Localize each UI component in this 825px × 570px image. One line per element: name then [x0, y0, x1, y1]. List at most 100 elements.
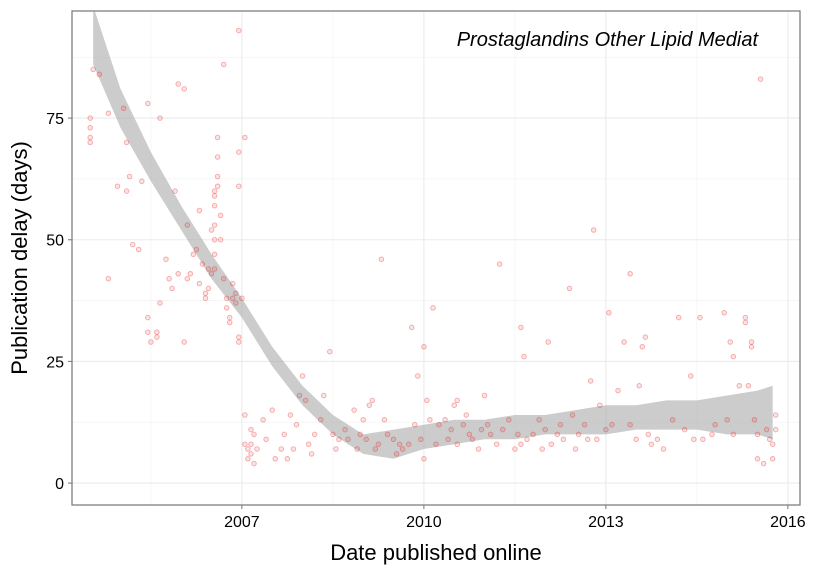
data-point: [536, 417, 542, 423]
data-point: [730, 353, 737, 360]
data-point: [609, 421, 615, 428]
data-point: [633, 436, 639, 443]
data-point: [211, 266, 218, 272]
data-point: [211, 202, 218, 209]
data-point: [742, 314, 749, 321]
y-tick-label: 50: [46, 233, 64, 250]
data-point: [305, 441, 312, 447]
data-point: [430, 305, 436, 311]
data-point: [245, 456, 251, 462]
data-point: [499, 426, 506, 433]
y-tick-label: 25: [46, 354, 64, 371]
data-point: [484, 421, 491, 428]
data-point: [154, 334, 160, 340]
data-points-layer: [87, 27, 779, 467]
data-point: [172, 188, 178, 194]
data-point: [557, 421, 564, 428]
data-point: [184, 275, 191, 282]
data-point: [114, 183, 121, 189]
data-point: [145, 314, 151, 321]
data-point: [199, 261, 206, 267]
data-point: [105, 110, 112, 116]
data-point: [769, 456, 776, 462]
data-point: [381, 417, 388, 423]
data-point: [636, 383, 642, 389]
data-point: [139, 178, 145, 185]
y-axis-ticks: 0 25 50 75: [46, 111, 72, 493]
data-point: [311, 431, 318, 438]
data-point: [754, 431, 761, 438]
data-point: [590, 227, 597, 233]
data-point: [730, 431, 737, 438]
smooth-confidence-band: [93, 11, 773, 459]
data-point: [515, 431, 521, 438]
data-point: [745, 383, 752, 389]
data-point: [463, 412, 470, 418]
data-point: [369, 397, 376, 404]
data-point: [360, 417, 366, 423]
data-point: [481, 392, 488, 399]
data-point: [412, 421, 418, 428]
data-point: [90, 66, 96, 73]
data-point: [148, 339, 154, 345]
data-point: [211, 251, 218, 258]
data-point: [748, 344, 755, 350]
data-point: [384, 431, 391, 438]
data-point: [581, 421, 588, 428]
data-point: [87, 134, 93, 141]
data-point: [390, 436, 397, 443]
data-point: [496, 261, 503, 267]
data-point: [321, 392, 327, 399]
data-point: [236, 334, 242, 340]
data-point: [248, 441, 254, 447]
data-point: [96, 71, 103, 78]
data-point: [530, 431, 536, 438]
data-point: [584, 436, 591, 443]
data-point: [327, 348, 333, 355]
data-point: [196, 207, 203, 214]
data-point: [594, 436, 600, 443]
data-point: [211, 188, 218, 194]
data-point: [575, 431, 582, 438]
data-point: [363, 436, 369, 443]
data-point: [345, 436, 351, 443]
data-point: [354, 446, 360, 452]
data-point: [427, 417, 433, 423]
data-point: [269, 407, 275, 413]
x-axis-title: Date published online: [330, 540, 542, 565]
data-point: [220, 275, 227, 282]
data-point: [333, 446, 339, 452]
data-point: [466, 431, 473, 438]
data-point: [375, 441, 382, 447]
data-point: [196, 280, 203, 287]
data-point: [615, 387, 621, 394]
data-point: [135, 246, 142, 253]
data-point: [317, 417, 324, 423]
data-point: [157, 300, 163, 306]
data-point: [236, 339, 242, 345]
data-point: [421, 456, 427, 462]
data-point: [688, 373, 694, 379]
data-point: [239, 295, 245, 301]
data-point: [236, 149, 242, 155]
data-point: [123, 188, 130, 194]
data-point: [299, 373, 306, 379]
data-point: [357, 431, 363, 438]
data-point: [521, 353, 527, 360]
data-point: [145, 100, 151, 107]
x-tick-label: 2010: [406, 514, 442, 531]
data-point: [487, 431, 494, 438]
x-tick-label: 2007: [224, 514, 260, 531]
data-point: [242, 412, 248, 418]
data-point: [436, 421, 442, 428]
data-point: [408, 324, 415, 331]
data-point: [184, 222, 191, 228]
data-point: [424, 397, 430, 404]
data-point: [445, 436, 451, 443]
data-point: [233, 290, 239, 297]
data-point: [603, 426, 609, 433]
data-point: [120, 105, 127, 112]
data-point: [627, 421, 633, 428]
data-point: [418, 436, 424, 443]
